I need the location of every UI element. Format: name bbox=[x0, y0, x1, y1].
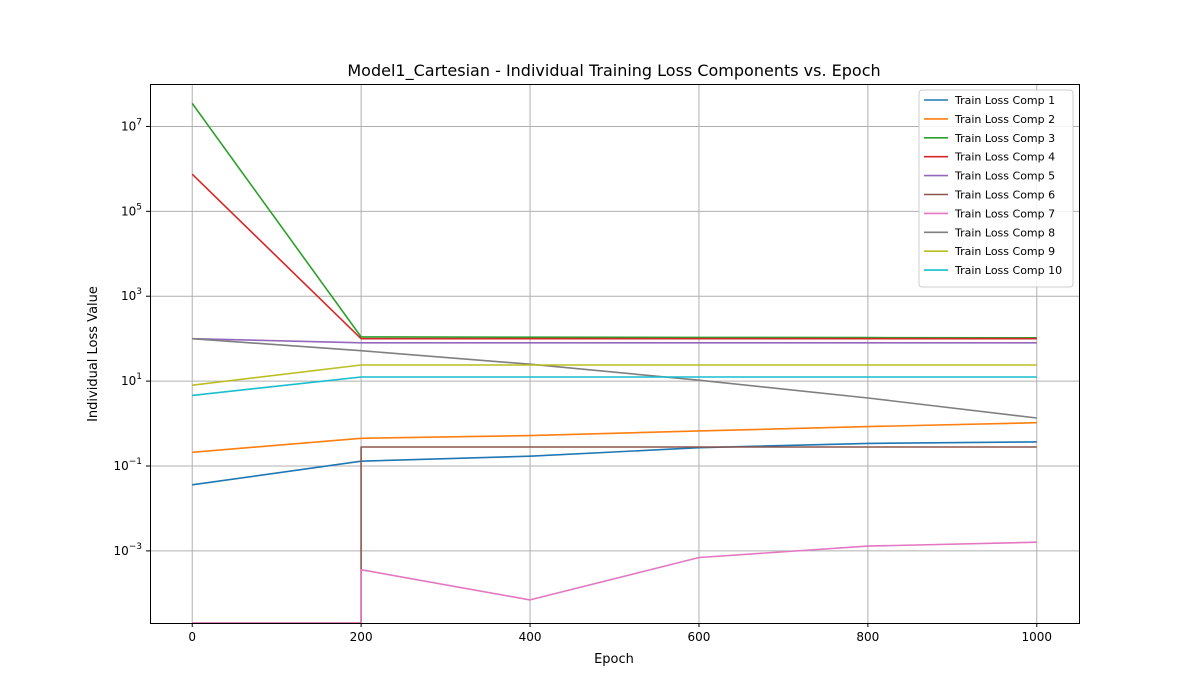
x-tick-label: 400 bbox=[519, 630, 542, 644]
x-tick-label: 200 bbox=[350, 630, 373, 644]
y-axis-ticks: 10−3 10−1 101 103 105 107 bbox=[113, 117, 150, 558]
y-tick-label: 103 bbox=[121, 287, 142, 303]
x-axis-ticks: 0 200 400 600 800 1000 bbox=[188, 623, 1052, 644]
series-line-10 bbox=[192, 376, 1037, 397]
y-tick-label: 107 bbox=[121, 117, 142, 133]
y-axis-label: Individual Loss Value bbox=[86, 286, 101, 422]
series-line-6 bbox=[192, 446, 1037, 624]
x-axis-label: Epoch bbox=[594, 652, 634, 667]
legend-label: Train Loss Comp 5 bbox=[954, 170, 1055, 183]
legend-label: Train Loss Comp 8 bbox=[954, 226, 1055, 239]
legend-label: Train Loss Comp 9 bbox=[954, 245, 1055, 258]
series-line-4 bbox=[191, 173, 1037, 340]
y-tick-label: 10−1 bbox=[113, 457, 142, 473]
legend-label: Train Loss Comp 7 bbox=[954, 207, 1055, 220]
x-tick-label: 800 bbox=[856, 630, 879, 644]
y-tick-label: 101 bbox=[121, 372, 142, 388]
series-line-7 bbox=[192, 541, 1037, 624]
chart-title: Model1_Cartesian - Individual Training L… bbox=[347, 61, 880, 81]
x-tick-label: 0 bbox=[188, 630, 196, 644]
plot-frame bbox=[150, 84, 1080, 624]
series-line-9 bbox=[192, 364, 1037, 386]
series-line-3 bbox=[191, 102, 1037, 339]
x-tick-label: 1000 bbox=[1021, 630, 1052, 644]
y-tick-label: 10−3 bbox=[113, 542, 142, 558]
legend-label: Train Loss Comp 6 bbox=[954, 189, 1055, 202]
series-line-5 bbox=[192, 337, 1037, 344]
legend-label: Train Loss Comp 4 bbox=[954, 151, 1055, 164]
series-line-2 bbox=[192, 421, 1037, 454]
series-lines bbox=[191, 102, 1037, 624]
legend-label: Train Loss Comp 10 bbox=[954, 264, 1062, 277]
legend-label: Train Loss Comp 3 bbox=[954, 132, 1055, 145]
legend-label: Train Loss Comp 2 bbox=[954, 113, 1055, 126]
legend-label: Train Loss Comp 1 bbox=[954, 94, 1055, 107]
legend: Train Loss Comp 1 Train Loss Comp 2 Train … bbox=[918, 89, 1074, 288]
series-line-1 bbox=[192, 441, 1037, 486]
x-tick-label: 600 bbox=[688, 630, 711, 644]
legend-box bbox=[918, 89, 1074, 288]
series-line-8 bbox=[192, 337, 1037, 419]
y-tick-label: 105 bbox=[121, 202, 142, 218]
